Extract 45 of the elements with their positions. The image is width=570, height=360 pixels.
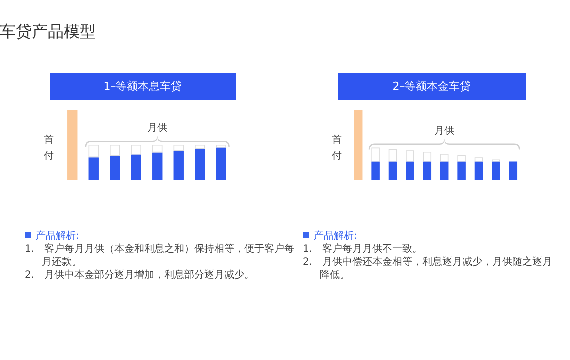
chart-title: 2–等额本金车贷 (338, 73, 526, 100)
bar (195, 145, 206, 150)
bar (88, 145, 99, 158)
chart-title: 1–等额本息车贷 (50, 73, 236, 100)
bar (131, 145, 142, 155)
y-axis-title: 首付 (332, 134, 343, 164)
bar (88, 158, 99, 180)
bar (110, 156, 120, 180)
bar (440, 162, 449, 180)
bar (458, 162, 466, 180)
bar (474, 158, 484, 162)
bar (174, 145, 184, 152)
text: 1. 客户每月月供不一致。 (303, 243, 424, 256)
bar (152, 152, 163, 180)
bar (406, 150, 414, 162)
bar (216, 145, 226, 148)
annotation: 月供 (434, 124, 456, 138)
text: 产品解析: (35, 230, 80, 243)
text: 2. 月供中偿还本金相等，利息逐月减少，月供随之逐月降低。 (303, 256, 553, 282)
bar (372, 162, 380, 180)
bar (492, 162, 500, 180)
bar (354, 110, 363, 180)
bar (195, 149, 206, 180)
bar (68, 110, 78, 180)
text: 2. 月供中本金部分逐月增加，利息部分逐月减少。 (25, 269, 256, 282)
bar (406, 162, 414, 180)
bar (152, 145, 163, 153)
bar (474, 162, 484, 180)
bar (174, 151, 184, 180)
bar (372, 148, 380, 162)
y-axis-title: 首付 (44, 134, 55, 164)
annotation: 月供 (146, 122, 169, 135)
bar (509, 162, 518, 180)
bar (110, 145, 120, 156)
bar (388, 149, 398, 162)
bar (423, 162, 432, 180)
text: 产品解析: (313, 230, 358, 243)
bar (216, 148, 226, 180)
bar (131, 154, 142, 180)
text: 车贷产品模型 (0, 22, 96, 43)
bar (440, 154, 449, 162)
text: 1. 客户每月月供（本金和利息之和）保持相等，便于客户每月还款。 (25, 243, 295, 269)
bar (423, 152, 432, 162)
bar (388, 162, 398, 180)
bar (458, 156, 466, 162)
